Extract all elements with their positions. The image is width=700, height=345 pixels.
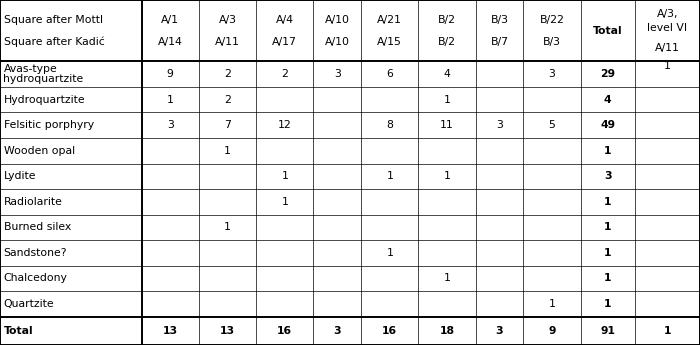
Text: A/11: A/11 [215, 37, 240, 47]
Text: 18: 18 [440, 326, 454, 336]
Text: A/11: A/11 [655, 43, 680, 53]
Text: 1: 1 [224, 146, 231, 156]
Text: level VI: level VI [648, 23, 687, 33]
Text: 91: 91 [600, 326, 615, 336]
Text: Square after Mottl: Square after Mottl [4, 14, 102, 24]
Text: 3: 3 [496, 120, 503, 130]
Text: A/1: A/1 [161, 14, 179, 24]
Text: Burned silex: Burned silex [4, 223, 71, 232]
Text: 4: 4 [444, 69, 451, 79]
Text: A/3,: A/3, [657, 9, 678, 19]
Text: B/3: B/3 [543, 37, 561, 47]
Text: A/3: A/3 [218, 14, 237, 24]
Text: 29: 29 [600, 69, 615, 79]
Text: 7: 7 [224, 120, 231, 130]
Text: 5: 5 [549, 120, 556, 130]
Text: A/15: A/15 [377, 37, 402, 47]
Text: 1: 1 [444, 274, 451, 283]
Text: Hydroquartzite: Hydroquartzite [4, 95, 85, 105]
Text: Total: Total [4, 326, 33, 336]
Text: B/7: B/7 [491, 37, 508, 47]
Text: 4: 4 [604, 95, 612, 105]
Text: 3: 3 [604, 171, 612, 181]
Text: B/3: B/3 [491, 14, 508, 24]
Text: 1: 1 [281, 197, 288, 207]
Text: 2: 2 [224, 69, 231, 79]
Text: 3: 3 [333, 326, 341, 336]
Text: A/21: A/21 [377, 14, 402, 24]
Text: 1: 1 [664, 61, 671, 71]
Text: Sandstone?: Sandstone? [4, 248, 67, 258]
Text: 1: 1 [604, 248, 612, 258]
Text: A/10: A/10 [325, 14, 350, 24]
Text: 2: 2 [224, 95, 231, 105]
Text: 3: 3 [549, 69, 556, 79]
Text: hydroquartzite: hydroquartzite [4, 74, 84, 84]
Text: Avas-type: Avas-type [4, 64, 57, 74]
Text: 1: 1 [224, 223, 231, 232]
Text: 16: 16 [382, 326, 398, 336]
Text: B/2: B/2 [438, 37, 456, 47]
Text: 16: 16 [277, 326, 293, 336]
Text: 1: 1 [604, 146, 612, 156]
Text: Total: Total [593, 26, 622, 36]
Text: 1: 1 [167, 95, 174, 105]
Text: 2: 2 [281, 69, 288, 79]
Text: A/14: A/14 [158, 37, 183, 47]
Text: Felsitic porphyry: Felsitic porphyry [4, 120, 94, 130]
Text: 49: 49 [600, 120, 615, 130]
Text: 1: 1 [386, 248, 393, 258]
Text: 1: 1 [444, 171, 451, 181]
Text: 1: 1 [604, 274, 612, 283]
Text: A/4: A/4 [276, 14, 294, 24]
Text: 1: 1 [549, 299, 556, 309]
Text: 3: 3 [167, 120, 174, 130]
Text: 1: 1 [604, 197, 612, 207]
Text: 12: 12 [278, 120, 292, 130]
Text: 1: 1 [386, 171, 393, 181]
Text: 8: 8 [386, 120, 393, 130]
Text: B/22: B/22 [540, 14, 564, 24]
Text: Quartzite: Quartzite [4, 299, 54, 309]
Text: Wooden opal: Wooden opal [4, 146, 75, 156]
Text: 3: 3 [334, 69, 341, 79]
Text: 3: 3 [496, 326, 503, 336]
Text: A/10: A/10 [325, 37, 350, 47]
Text: 1: 1 [604, 223, 612, 232]
Text: 13: 13 [162, 326, 178, 336]
Text: Lydite: Lydite [4, 171, 36, 181]
Text: 6: 6 [386, 69, 393, 79]
Text: Radiolarite: Radiolarite [4, 197, 62, 207]
Text: 1: 1 [281, 171, 288, 181]
Text: Chalcedony: Chalcedony [4, 274, 67, 283]
Text: 11: 11 [440, 120, 454, 130]
Text: A/17: A/17 [272, 37, 298, 47]
Text: 1: 1 [444, 95, 451, 105]
Text: 13: 13 [220, 326, 235, 336]
Text: Square after Kadić: Square after Kadić [4, 37, 104, 47]
Text: 1: 1 [604, 299, 612, 309]
Text: 9: 9 [548, 326, 556, 336]
Text: 9: 9 [167, 69, 174, 79]
Text: 1: 1 [664, 326, 671, 336]
Text: B/2: B/2 [438, 14, 456, 24]
